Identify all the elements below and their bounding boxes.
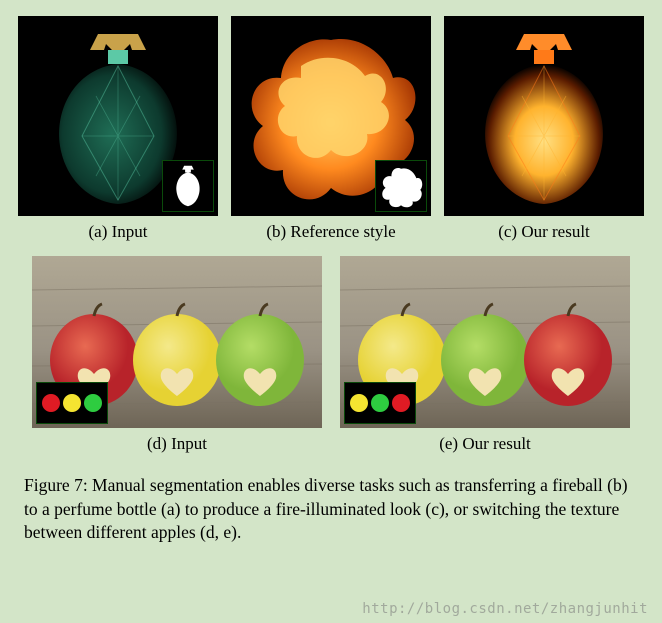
panel-e-result — [340, 256, 630, 428]
seg-dot — [63, 394, 81, 412]
seg-dot — [84, 394, 102, 412]
label-e: (e) Our result — [340, 434, 630, 454]
panel-d-seg-inset — [36, 382, 108, 424]
panel-d-input — [32, 256, 322, 428]
label-c: (c) Our result — [444, 222, 644, 242]
bottle-fire-image — [444, 16, 644, 216]
seg-dot — [350, 394, 368, 412]
seg-dot — [42, 394, 60, 412]
label-d: (d) Input — [32, 434, 322, 454]
seg-dot — [371, 394, 389, 412]
figure-caption: Figure 7: Manual segmentation enables di… — [18, 474, 644, 545]
panel-c-result — [444, 16, 644, 216]
row1-labels: (a) Input (b) Reference style (c) Our re… — [18, 222, 644, 242]
panel-b-mask-inset — [375, 160, 427, 212]
panel-b-reference — [231, 16, 431, 216]
label-a: (a) Input — [18, 222, 218, 242]
seg-dot — [392, 394, 410, 412]
panel-a-input — [18, 16, 218, 216]
figure-row-1 — [18, 16, 644, 216]
label-b: (b) Reference style — [231, 222, 431, 242]
panel-e-seg-inset — [344, 382, 416, 424]
panel-a-mask-inset — [162, 160, 214, 212]
figure-row-2 — [18, 256, 644, 428]
row2-labels: (d) Input (e) Our result — [18, 434, 644, 454]
watermark-text: http://blog.csdn.net/zhangjunhit — [362, 601, 648, 617]
